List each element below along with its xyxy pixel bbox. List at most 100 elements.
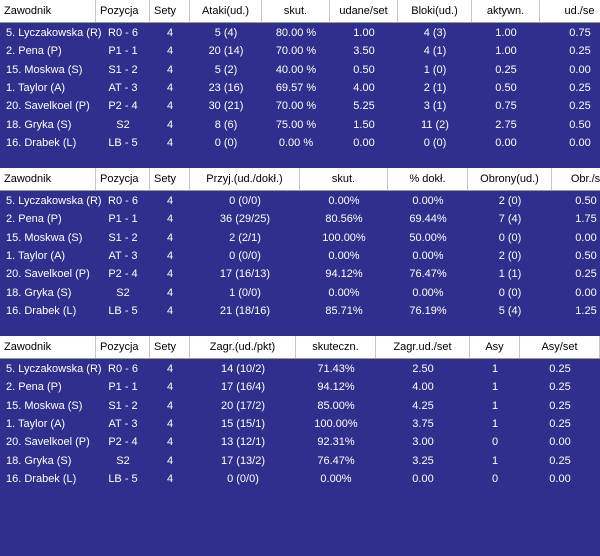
stat-cell: 0.00 (575, 286, 597, 299)
stat-cell: 1 (491, 454, 499, 467)
stat-cell: 2 (2/1) (229, 231, 261, 244)
player-name: 1. Taylor (A) (6, 417, 66, 430)
column-header: udane/set (330, 0, 398, 22)
stat-cell: 85.71% (325, 304, 363, 317)
stat-cell: 0 (491, 436, 499, 449)
stat-cell: 94.12% (317, 381, 355, 394)
stat-cell: 0 (0/0) (229, 249, 261, 262)
stat-cell: 71.43% (317, 363, 355, 375)
stat-cell: 0.00% (328, 249, 360, 262)
column-header: Zawodnik (0, 0, 96, 22)
stat-cell: 4 (166, 417, 174, 430)
column-header: skut. (300, 168, 388, 190)
stat-cell: 0.25 (569, 45, 591, 58)
stat-cell: 1 (491, 417, 499, 430)
stat-cell: 0.00 (575, 231, 597, 244)
stat-cell: 4 (3) (423, 27, 447, 39)
stat-cell: 4 (166, 399, 174, 412)
column-header: aktywn. (472, 0, 540, 22)
stat-cell: LB - 5 (108, 136, 138, 149)
player-name: 15. Moskwa (S) (6, 63, 83, 76)
stat-cell: 7 (4) (498, 213, 522, 226)
player-name: 20. Savelkoel (P) (6, 100, 90, 113)
stat-cell: 4 (166, 136, 174, 149)
stat-cell: 4 (166, 436, 174, 449)
stat-cell: 17 (13/2) (220, 454, 266, 467)
stat-cell: AT - 3 (108, 417, 138, 430)
column-header: Bloki(ud.) (398, 0, 472, 22)
stat-cell: 70.00 % (275, 45, 317, 58)
stat-cell: R0 - 6 (108, 363, 138, 375)
stat-cell: 0 (0/0) (229, 195, 261, 207)
stat-cell: 14 (10/2) (220, 363, 266, 375)
player-name: 5. Lyczakowska (R) (6, 363, 102, 375)
stat-cell: 3.25 (412, 454, 434, 467)
stat-cell: P1 - 1 (108, 381, 138, 394)
stat-cell: 3.00 (412, 436, 434, 449)
column-header: Asy (470, 336, 520, 358)
stat-cell: 2 (1) (423, 81, 447, 94)
stat-cell: 1 (1) (498, 268, 522, 281)
player-name: 18. Gryka (S) (6, 454, 72, 467)
stat-cell: 0.00% (412, 195, 444, 207)
player-name: 15. Moskwa (S) (6, 399, 83, 412)
stat-cell: 100.00% (322, 231, 366, 244)
stat-cell: 1 (491, 381, 499, 394)
stat-cell: 20 (14) (208, 45, 244, 58)
stat-cell: 2.75 (495, 118, 517, 131)
stat-cell: 5 (4) (214, 27, 238, 39)
stat-cell: 4 (166, 231, 174, 244)
stat-cell: LB - 5 (108, 472, 138, 485)
column-header: Sety (150, 336, 190, 358)
column-header: Pozycja (96, 0, 150, 22)
stat-cell: 0 (0) (423, 136, 447, 149)
stat-cell: 4.00 (412, 381, 434, 394)
column-header: skuteczn. (296, 336, 376, 358)
stat-cell: 1 (0/0) (229, 286, 261, 299)
stat-cell: P1 - 1 (108, 213, 138, 226)
stat-cell: 0.25 (549, 417, 571, 430)
stat-cell: 0.25 (549, 454, 571, 467)
stat-cell: S1 - 2 (108, 399, 138, 412)
stat-cell: 80.56% (325, 213, 363, 226)
stat-cell: 17 (16/13) (219, 268, 271, 281)
column-header: Sety (150, 168, 190, 190)
player-name: 2. Pena (P) (6, 213, 62, 226)
stat-cell: 40.00 % (275, 63, 317, 76)
player-name: 16. Drabek (L) (6, 136, 77, 149)
stat-cell: 2.50 (412, 363, 434, 375)
stat-cell: P2 - 4 (108, 100, 138, 113)
stat-cell: 21 (18/16) (219, 304, 271, 317)
player-name: 16. Drabek (L) (6, 304, 77, 317)
player-name: 20. Savelkoel (P) (6, 436, 90, 449)
stat-cell: 1 (0) (423, 63, 447, 76)
stat-cell: 4 (166, 213, 174, 226)
stat-cell: 0.00 % (278, 136, 314, 149)
stat-cell: 0.00 (549, 472, 571, 485)
stat-cell: 5 (4) (498, 304, 522, 317)
player-name: 2. Pena (P) (6, 381, 62, 394)
column-header: skut. (262, 0, 330, 22)
stat-cell: 1.00 (353, 27, 375, 39)
stat-cell: 50.00% (409, 231, 447, 244)
stat-cell: 0.00 (569, 63, 591, 76)
player-name: 5. Lyczakowska (R) (6, 195, 102, 207)
stat-cell: 4 (166, 454, 174, 467)
stat-cell: 4 (166, 268, 174, 281)
stat-cell: 0.75 (569, 27, 591, 39)
stat-cell: 0.50 (575, 249, 597, 262)
stat-cell: 17 (16/4) (220, 381, 266, 394)
stat-cell: 0.00 (495, 136, 517, 149)
stat-cell: 3.75 (412, 417, 434, 430)
player-name: 18. Gryka (S) (6, 118, 72, 131)
stat-cell: 76.47% (317, 454, 355, 467)
player-name: 15. Moskwa (S) (6, 231, 83, 244)
stat-cell: 13 (12/1) (220, 436, 266, 449)
column-header: Asy/set (520, 336, 600, 358)
stat-cell: 4 (166, 27, 174, 39)
stat-cell: 1.75 (575, 213, 597, 226)
stat-cell: 2 (0) (498, 195, 522, 207)
stat-cell: 0.00 (569, 136, 591, 149)
stat-cell: 4 (166, 304, 174, 317)
